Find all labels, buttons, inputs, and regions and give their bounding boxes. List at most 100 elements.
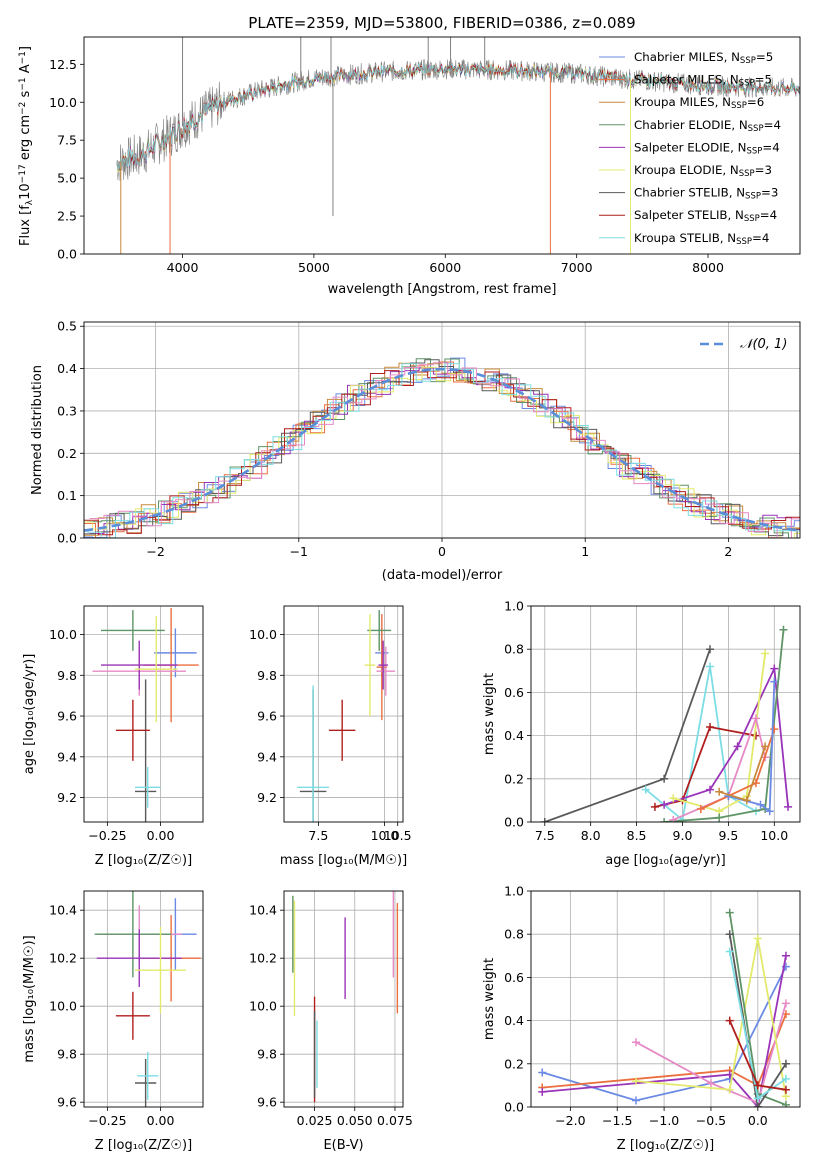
y-axis-label-part: erg cm	[18, 115, 33, 164]
x-tick-label: −1.5	[602, 1113, 632, 1128]
x-tick-label: −0.25	[88, 828, 126, 843]
y-axis-label-part: −1	[18, 51, 28, 64]
axes-frame	[83, 605, 204, 823]
legend-name: Salpeter ELODIE, N	[634, 140, 746, 154]
y-tick-label: 9.4	[257, 749, 277, 764]
y-tick-label: 10.2	[249, 951, 277, 966]
errorbars	[94, 891, 201, 1107]
x-tick-label: 8000	[692, 260, 724, 275]
weight-line	[700, 728, 776, 810]
weight-marker	[706, 1079, 715, 1088]
axes-frame	[530, 890, 801, 1108]
x-axis-label: Z [log₁₀(Z/Z☉)]	[617, 1138, 714, 1153]
legend-entry: Salpeter MILES, NSSP=5	[634, 73, 772, 89]
legend-name: Salpeter MILES, N	[634, 73, 739, 87]
legend-entry: 𝒩(0, 1)	[740, 337, 787, 352]
errorbar-panel: −0.25 0.00 9.6 9.8 10.0 10.2 10.4 Z [log₁₀(Z/Z☉…	[22, 890, 204, 1153]
weight-marker	[631, 1077, 640, 1086]
weight-marker	[770, 664, 779, 673]
legend-entry: Salpeter ELODIE, NSSP=4	[634, 140, 780, 156]
weight-marker	[706, 722, 715, 731]
x-tick-label: 0.050	[337, 1113, 373, 1128]
x-tick-label: 0.075	[377, 1113, 413, 1128]
weight-marker	[761, 742, 770, 751]
y-tick-label: 0.0	[504, 815, 524, 830]
weight-marker	[725, 947, 734, 956]
y-axis-label: mass weight	[482, 673, 497, 755]
x-axis-label: Z [log₁₀(Z/Z☉)]	[95, 1138, 192, 1153]
legend-sub: SSP	[745, 192, 761, 202]
legend-value: =3	[761, 186, 778, 200]
normal-curve	[84, 367, 800, 532]
axes-frame	[83, 321, 801, 539]
y-tick-label: 10.0	[49, 95, 77, 110]
y-axis-label: mass [log₁₀(M/M☉)]	[22, 935, 37, 1062]
residual-panel: −2 −1 0 1 2 0.0 0.1 0.2 0.3 0.4 0.5 𝒩(0, 1) (data-mo…	[30, 319, 801, 583]
y-tick-label: 10.0	[249, 999, 277, 1014]
model-spectrum	[116, 62, 800, 171]
legend-sub: SSP	[736, 237, 752, 247]
legend-value: =3	[755, 163, 772, 177]
x-tick-label: −2	[146, 544, 164, 559]
x-axis-label: age [log₁₀(age/yr)]	[605, 853, 726, 868]
x-tick-label: −0.5	[696, 1113, 726, 1128]
weight-line	[541, 966, 787, 1102]
y-axis-label-part: −1	[18, 77, 28, 90]
y-tick-label: 9.8	[57, 668, 77, 683]
spectrum-lines	[116, 37, 800, 254]
legend-entry: Chabrier MILES, NSSP=5	[634, 50, 773, 66]
x-tick-label: −0.25	[88, 1113, 126, 1128]
weight-marker	[770, 725, 779, 734]
legend-entry: Chabrier ELODIE, NSSP=4	[634, 118, 781, 134]
y-tick-label: 0.8	[504, 642, 524, 657]
y-tick-label: 9.4	[57, 749, 77, 764]
weight-marker	[540, 818, 549, 822]
weight-marker	[756, 800, 765, 809]
weight-marker	[725, 1085, 734, 1094]
legend-entry: Kroupa STELIB, NSSP=4	[634, 231, 769, 247]
y-axis-label: Normed distribution	[30, 365, 45, 495]
mass-weight-panel: −2.0 −1.5 −1.0 −0.5 0.0 0.0 0.2 0.4 0.6 0.8 1.0 Z […	[482, 884, 801, 1153]
x-tick-label: 8.0	[581, 828, 601, 843]
y-tick-label: 2.5	[57, 209, 77, 224]
x-tick-label: 0.025	[297, 1113, 333, 1128]
y-tick-label: 9.6	[57, 1095, 77, 1110]
y-tick-label: 0.5	[57, 319, 77, 334]
x-tick-label: 7.5	[535, 828, 555, 843]
x-tick-label: −1	[290, 544, 308, 559]
legend-sub: SSP	[740, 56, 756, 66]
errorbars	[292, 891, 399, 1103]
x-axis-label: Z [log₁₀(Z/Z☉)]	[95, 853, 192, 868]
y-tick-label: 1.0	[504, 884, 524, 899]
y-tick-label: 0.0	[504, 1100, 524, 1115]
y-tick-label: 0.2	[504, 1056, 524, 1071]
y-tick-label: 9.8	[57, 1047, 77, 1062]
errorbar-panel: −0.25 0.00 9.2 9.4 9.6 9.8 10.0 Z [log₁₀(Z/Z☉)]…	[22, 605, 204, 868]
weight-marker	[725, 930, 734, 939]
weight-marker	[781, 951, 790, 960]
x-tick-label: −1.0	[649, 1113, 679, 1128]
legend-name: Chabrier MILES, N	[634, 50, 740, 64]
spectrum-panel: 4000 5000 6000 7000 8000 0.0 2.5 5.0 7.5 10.0 12.5…	[18, 14, 801, 297]
y-axis-label-part: Flux [f	[18, 205, 33, 246]
weight-marker	[660, 800, 669, 809]
x-axis-label: mass [log₁₀(M/M☉)]	[280, 853, 407, 868]
legend-value: =5	[755, 73, 772, 87]
legend-value: =4	[752, 231, 769, 245]
y-tick-label: 0.3	[57, 403, 77, 418]
weight-marker	[753, 1081, 762, 1090]
x-tick-label: 1	[581, 544, 589, 559]
y-tick-label: 0.8	[504, 927, 524, 942]
y-tick-label: 9.6	[57, 709, 77, 724]
weight-series	[540, 625, 793, 822]
weight-line	[728, 934, 787, 1107]
weight-marker	[753, 1103, 762, 1107]
legend-sub: SSP	[744, 214, 760, 224]
weight-marker	[781, 1100, 790, 1107]
legend-name: Chabrier ELODIE, N	[634, 118, 748, 132]
y-axis-label: age [log₁₀(age/yr)]	[22, 654, 37, 775]
weight-marker	[765, 807, 774, 816]
x-tick-label: 9.5	[718, 828, 738, 843]
legend-value: =6	[747, 95, 764, 109]
histograms	[84, 357, 800, 538]
